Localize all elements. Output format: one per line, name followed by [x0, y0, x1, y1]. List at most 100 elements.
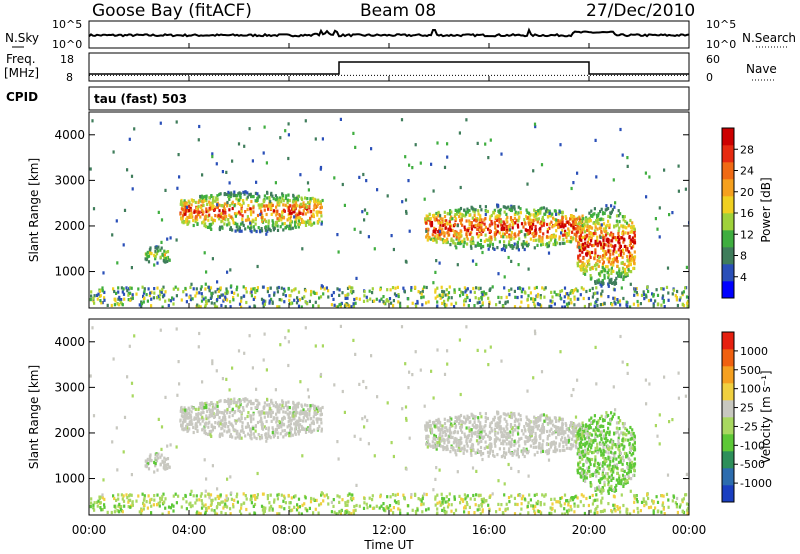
- power-cell: [555, 221, 558, 225]
- power-cell: [596, 303, 599, 308]
- velocity-cell: [625, 452, 628, 456]
- power-cell: [290, 302, 293, 306]
- power-cell: [410, 286, 413, 290]
- velocity-cell: [527, 438, 530, 442]
- power-cell: [649, 298, 653, 302]
- power-cell: [679, 296, 682, 300]
- power-cell: [447, 227, 450, 231]
- velocity-cell: [590, 433, 594, 437]
- velocity-cell: [426, 439, 430, 443]
- velocity-cell: [528, 424, 531, 428]
- power-cell: [602, 211, 605, 215]
- power-cell: [493, 231, 496, 235]
- velocity-cell: [480, 430, 483, 434]
- velocity-cell: [587, 435, 590, 439]
- velocity-cell: [229, 433, 232, 437]
- power-cell: [465, 294, 468, 298]
- power-cell: [459, 212, 462, 216]
- power-cell: [498, 300, 501, 304]
- power-cell: [556, 219, 560, 223]
- power-cell: [520, 300, 523, 304]
- velocity-cell: [277, 425, 280, 429]
- power-cell: [630, 257, 633, 261]
- power-cell: [539, 239, 543, 243]
- power-cell: [497, 217, 501, 221]
- velocity-cell: [181, 427, 184, 431]
- velocity-cell: [602, 441, 605, 445]
- power-cell: [592, 231, 596, 236]
- velocity-cell: [317, 407, 321, 411]
- power-cell: [454, 217, 458, 221]
- power-cell: [599, 243, 602, 247]
- velocity-cell: [529, 444, 532, 448]
- power-cell: [292, 207, 295, 211]
- velocity-cell: [589, 481, 592, 485]
- power-cell: [610, 261, 613, 265]
- velocity-cell: [483, 429, 486, 433]
- power-cell: [201, 200, 204, 204]
- power-cell: [235, 225, 238, 229]
- power-cell: [454, 244, 457, 248]
- power-cell: [479, 204, 482, 209]
- power-cell: [240, 299, 243, 303]
- velocity-cell: [488, 424, 492, 428]
- power-cell: [557, 293, 560, 297]
- power-cell: [147, 260, 151, 264]
- power-cell: [610, 231, 613, 235]
- power-cell: [606, 223, 609, 227]
- power-cell: [319, 202, 322, 206]
- power-cell: [216, 287, 219, 291]
- velocity-cell: [539, 416, 542, 420]
- power-cell: [532, 234, 535, 238]
- power-cell: [584, 234, 587, 238]
- power-cell: [333, 176, 336, 180]
- power-cell: [448, 219, 451, 224]
- velocity-cell: [157, 456, 160, 460]
- power-cell: [339, 117, 342, 121]
- power-cell: [615, 276, 618, 280]
- power-cell: [503, 226, 506, 230]
- velocity-cell: [576, 432, 579, 436]
- power-cell: [200, 285, 203, 289]
- power-cell: [434, 296, 437, 300]
- velocity-cell: [283, 429, 286, 433]
- power-cell: [117, 286, 120, 290]
- power-cell: [145, 252, 148, 256]
- velocity-cell: [534, 438, 537, 443]
- power-cell: [632, 302, 635, 306]
- power-cell: [90, 294, 93, 298]
- power-cell: [598, 272, 601, 276]
- power-cell: [553, 235, 556, 239]
- velocity-cell: [433, 442, 437, 446]
- velocity-cell: [566, 427, 569, 431]
- velocity-cell: [463, 432, 466, 436]
- velocity-cell: [439, 444, 442, 448]
- power-cell: [460, 216, 463, 220]
- velocity-cell: [629, 469, 632, 473]
- power-cell: [578, 235, 581, 239]
- power-cell: [484, 217, 487, 221]
- velocity-cell: [617, 439, 620, 443]
- velocity-cell: [480, 415, 483, 419]
- power-cell: [440, 232, 443, 236]
- power-cell: [454, 208, 457, 212]
- power-cell: [458, 131, 461, 135]
- velocity-cell: [583, 475, 586, 479]
- power-cell: [263, 302, 266, 306]
- power-cell: [196, 207, 200, 211]
- velocity-cell: [601, 464, 604, 468]
- velocity-cell: [244, 417, 247, 421]
- power-cell: [121, 290, 124, 294]
- velocity-cell: [500, 441, 503, 446]
- power-cell: [450, 224, 453, 228]
- velocity-cell: [548, 420, 551, 424]
- power-cell: [406, 305, 409, 308]
- velocity-cell: [211, 410, 214, 414]
- power-cell: [555, 212, 558, 216]
- velocity-cell: [609, 460, 612, 464]
- power-cell: [150, 297, 153, 301]
- velocity-cell: [442, 446, 445, 450]
- power-cell: [584, 241, 587, 245]
- colorbar-swatch: [722, 179, 734, 197]
- velocity-cell: [581, 435, 584, 439]
